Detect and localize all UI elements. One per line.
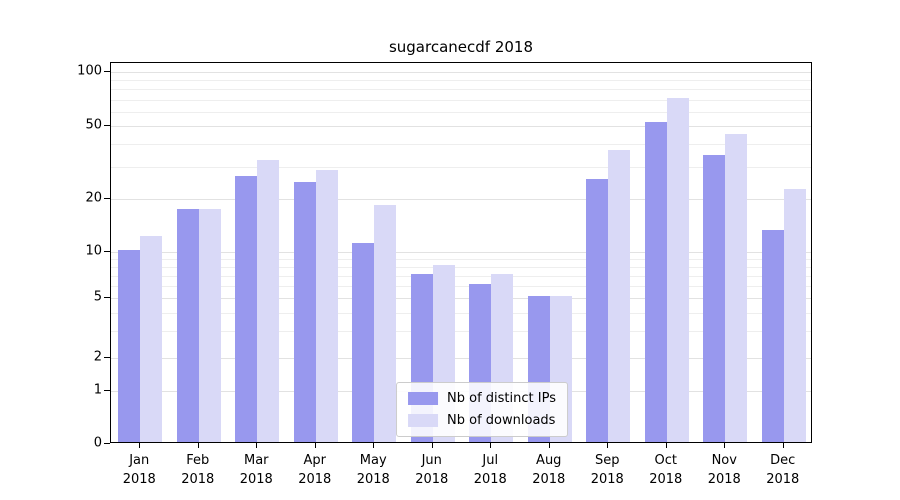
xtick-mark-aug <box>548 443 550 448</box>
ytick-mark-0 <box>104 443 110 444</box>
legend-item-distinct-ips: Nb of distinct IPs <box>408 391 556 406</box>
minor-gridline-30 <box>111 166 811 168</box>
gridline-5 <box>111 298 811 300</box>
legend-item-downloads: Nb of downloads <box>408 413 556 428</box>
bar-distinct-ips-mar <box>235 176 258 442</box>
ytick-label-100: 100 <box>77 63 102 79</box>
xtick-label-jun: Jun 2018 <box>415 453 449 487</box>
xtick-label-mar: Mar 2018 <box>239 453 273 487</box>
bar-downloads-dec <box>783 189 806 442</box>
xtick-mark-jan <box>139 443 141 448</box>
legend-label-distinct-ips: Nb of distinct IPs <box>447 391 556 406</box>
ytick-label-50: 50 <box>85 117 102 133</box>
bar-distinct-ips-sep <box>586 179 609 442</box>
legend-label-downloads: Nb of downloads <box>447 413 556 428</box>
minor-gridline-7 <box>111 275 811 277</box>
bar-distinct-ips-nov <box>703 154 726 442</box>
bar-downloads-nov <box>725 134 748 442</box>
xtick-mark-dec <box>782 443 784 448</box>
minor-gridline-80 <box>111 89 811 91</box>
ytick-label-10: 10 <box>85 243 102 259</box>
xtick-mark-may <box>373 443 375 448</box>
minor-gridline-4 <box>111 312 811 314</box>
minor-gridline-40 <box>111 143 811 145</box>
ytick-mark-100 <box>104 71 110 73</box>
ytick-label-0: 0 <box>93 435 102 451</box>
bar-distinct-ips-dec <box>761 229 784 442</box>
bar-downloads-may <box>374 205 397 442</box>
xtick-label-apr: Apr 2018 <box>298 453 332 487</box>
ytick-label-1: 1 <box>93 382 102 398</box>
xtick-mark-jun <box>431 443 433 448</box>
ytick-mark-20 <box>104 198 110 200</box>
bar-downloads-feb <box>198 209 221 442</box>
plot-area: Nb of distinct IPs Nb of downloads <box>110 62 812 443</box>
gridline-50 <box>111 125 811 127</box>
minor-gridline-60 <box>111 111 811 113</box>
ytick-label-20: 20 <box>85 190 102 206</box>
gridline-2 <box>111 357 811 359</box>
xtick-label-may: May 2018 <box>356 453 390 487</box>
bar-distinct-ips-apr <box>293 182 316 442</box>
minor-gridline-8 <box>111 266 811 268</box>
xtick-label-oct: Oct 2018 <box>649 453 683 487</box>
xtick-label-nov: Nov 2018 <box>707 453 741 487</box>
minor-gridline-9 <box>111 258 811 260</box>
xtick-mark-sep <box>607 443 609 448</box>
bar-distinct-ips-oct <box>644 122 667 442</box>
xtick-mark-oct <box>665 443 667 448</box>
minor-gridline-3 <box>111 331 811 333</box>
ytick-mark-50 <box>104 124 110 126</box>
xtick-label-aug: Aug 2018 <box>532 453 566 487</box>
chart-title: sugarcanecdf 2018 <box>388 38 534 56</box>
ytick-mark-1 <box>104 390 110 392</box>
bar-downloads-apr <box>315 170 338 442</box>
xtick-label-feb: Feb 2018 <box>181 453 215 487</box>
bar-downloads-sep <box>608 150 631 442</box>
ytick-label-2: 2 <box>93 349 102 365</box>
minor-gridline-70 <box>111 99 811 101</box>
xtick-label-dec: Dec 2018 <box>766 453 800 487</box>
legend-swatch-distinct-ips <box>408 392 439 405</box>
ytick-mark-10 <box>104 250 110 252</box>
bar-distinct-ips-jan <box>118 249 141 442</box>
xtick-mark-mar <box>256 443 258 448</box>
legend-swatch-downloads <box>408 414 439 427</box>
ytick-label-5: 5 <box>93 289 102 305</box>
xtick-label-sep: Sep 2018 <box>590 453 624 487</box>
minor-gridline-6 <box>111 285 811 287</box>
ytick-mark-5 <box>104 297 110 299</box>
xtick-label-jul: Jul 2018 <box>473 453 507 487</box>
xtick-mark-jul <box>490 443 492 448</box>
xtick-mark-nov <box>724 443 726 448</box>
gridline-100 <box>111 72 811 74</box>
bar-distinct-ips-feb <box>176 209 199 442</box>
minor-gridline-90 <box>111 80 811 82</box>
ytick-mark-2 <box>104 356 110 358</box>
bar-downloads-oct <box>666 97 689 442</box>
xtick-label-jan: Jan 2018 <box>122 453 156 487</box>
legend: Nb of distinct IPs Nb of downloads <box>396 382 568 437</box>
bar-downloads-jan <box>140 236 163 442</box>
gridline-10 <box>111 251 811 253</box>
bar-distinct-ips-may <box>352 242 375 442</box>
gridline-20 <box>111 199 811 201</box>
xtick-mark-feb <box>197 443 199 448</box>
xtick-mark-apr <box>314 443 316 448</box>
bar-downloads-mar <box>257 159 280 442</box>
